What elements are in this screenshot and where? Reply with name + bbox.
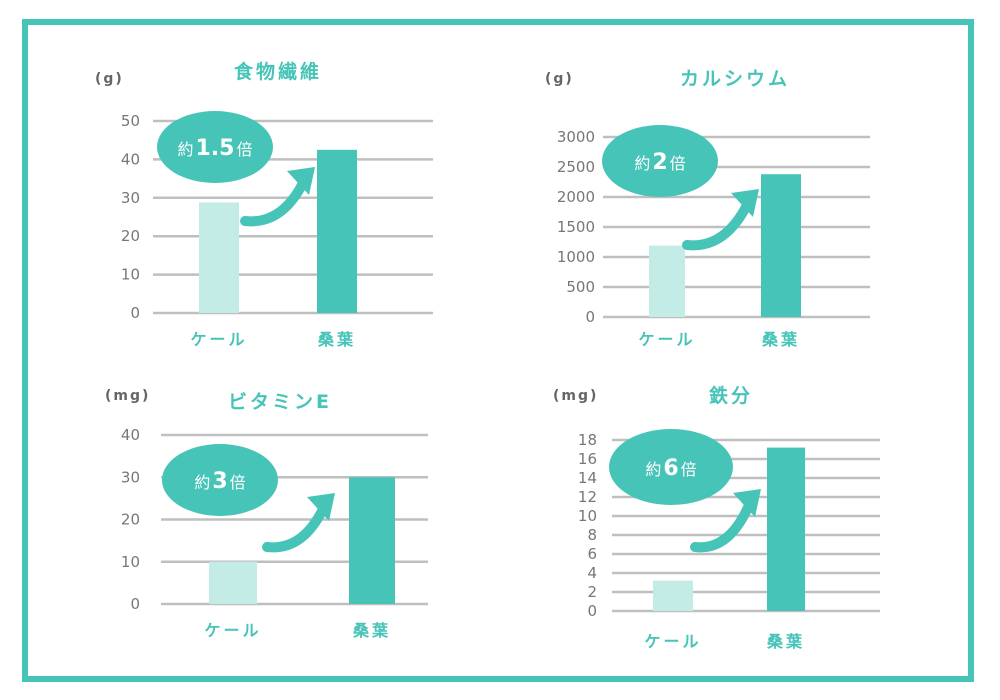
y-tick-label: 40: [121, 150, 140, 168]
y-tick-label: 40: [121, 426, 140, 444]
chart-title: ビタミンE: [228, 391, 332, 413]
y-tick-label: 0: [130, 595, 140, 613]
chart-panel-2: (g) カルシウム 0 500 1000 1500 2000 2500 3000 ケール 桑葉 約2 倍: [545, 55, 905, 369]
increase-arrow: [262, 504, 328, 553]
category-label: ケール: [204, 621, 261, 640]
axis-unit-label: (mg): [553, 388, 598, 404]
bar-kale: [653, 580, 693, 611]
bar-mulberry: [761, 174, 801, 317]
ratio-badge-text: 約2 倍: [634, 150, 685, 175]
axis-unit-label: (g): [95, 71, 124, 87]
y-tick-label: 8: [587, 526, 597, 544]
bar-kale: [199, 202, 239, 313]
bar-kale: [649, 245, 685, 317]
y-tick-label: 2500: [557, 158, 595, 176]
y-tick-label: 20: [121, 227, 140, 245]
increase-arrow: [240, 178, 308, 227]
chart-title: 鉄分: [709, 384, 753, 407]
ratio-badge-text: 約3 倍: [194, 469, 245, 494]
y-tick-label: 0: [130, 304, 140, 322]
category-label: 桑葉: [352, 621, 391, 640]
y-tick-label: 1000: [557, 248, 595, 266]
y-tick-label: 0: [585, 308, 595, 326]
chart-svg: (mg) ビタミンE 0 10 20 30 40 ケール 桑葉 約3 倍: [105, 388, 428, 640]
ratio-badge: [602, 125, 718, 197]
axis-unit-label: (mg): [105, 388, 150, 404]
category-label: ケール: [644, 632, 701, 651]
increase-arrow: [690, 500, 754, 553]
increase-arrow: [682, 200, 752, 251]
y-tick-label: 14: [578, 469, 597, 487]
arrow-head: [287, 167, 315, 195]
axis-unit-label: (g): [545, 71, 574, 87]
category-label: 桑葉: [766, 632, 805, 651]
chart-svg: (g) カルシウム 0 500 1000 1500 2000 2500 3000 ケール 桑葉 約2 倍: [545, 68, 870, 349]
y-tick-label: 0: [587, 602, 597, 620]
category-label: 桑葉: [317, 330, 356, 349]
arrow-head: [731, 189, 759, 217]
y-tick-label: 30: [121, 468, 140, 486]
y-tick-label: 10: [121, 266, 140, 284]
y-tick-label: 18: [578, 431, 597, 449]
y-tick-label: 3000: [557, 128, 595, 146]
y-tick-label: 2000: [557, 188, 595, 206]
y-tick-label: 30: [121, 189, 140, 207]
chart-panel-3: (mg) ビタミンE 0 10 20 30 40 ケール 桑葉 約3 倍: [95, 375, 455, 689]
chart-panel-4: (mg) 鉄分 0 2 4 6 8 10 12 14 16 18 ケール 桑葉 約6 倍: [545, 375, 905, 689]
outer-frame: [22, 19, 974, 682]
bar-kale: [209, 561, 257, 604]
ratio-badge: [157, 111, 273, 183]
y-tick-label: 12: [578, 488, 597, 506]
chart-svg: (g) 食物繊維 0 10 20 30 40 50 ケール 桑葉 約1.5 倍: [95, 60, 433, 349]
y-tick-label: 16: [578, 450, 597, 468]
y-tick-label: 500: [566, 278, 595, 296]
chart-title: カルシウム: [680, 68, 790, 90]
chart-title: 食物繊維: [234, 60, 322, 83]
y-tick-label: 50: [121, 112, 140, 130]
category-label: 桑葉: [761, 330, 800, 349]
bar-mulberry: [317, 149, 357, 313]
arrow-head: [733, 489, 761, 517]
ratio-badge: [609, 429, 733, 505]
y-tick-label: 1500: [557, 218, 595, 236]
y-tick-label: 2: [587, 583, 597, 601]
arrow-head: [307, 493, 335, 521]
chart-panel-1: (g) 食物繊維 0 10 20 30 40 50 ケール 桑葉 約1.5 倍: [95, 55, 455, 369]
category-label: ケール: [638, 330, 695, 349]
ratio-badge-text: 約6 倍: [645, 456, 696, 481]
y-tick-label: 4: [587, 564, 597, 582]
ratio-badge-text: 約1.5 倍: [177, 136, 252, 161]
ratio-badge: [162, 444, 278, 516]
bar-mulberry: [349, 477, 395, 604]
y-tick-label: 10: [578, 507, 597, 525]
bar-mulberry: [767, 447, 805, 611]
category-label: ケール: [190, 330, 247, 349]
y-tick-label: 10: [121, 553, 140, 571]
y-tick-label: 6: [587, 545, 597, 563]
y-tick-label: 20: [121, 511, 140, 529]
